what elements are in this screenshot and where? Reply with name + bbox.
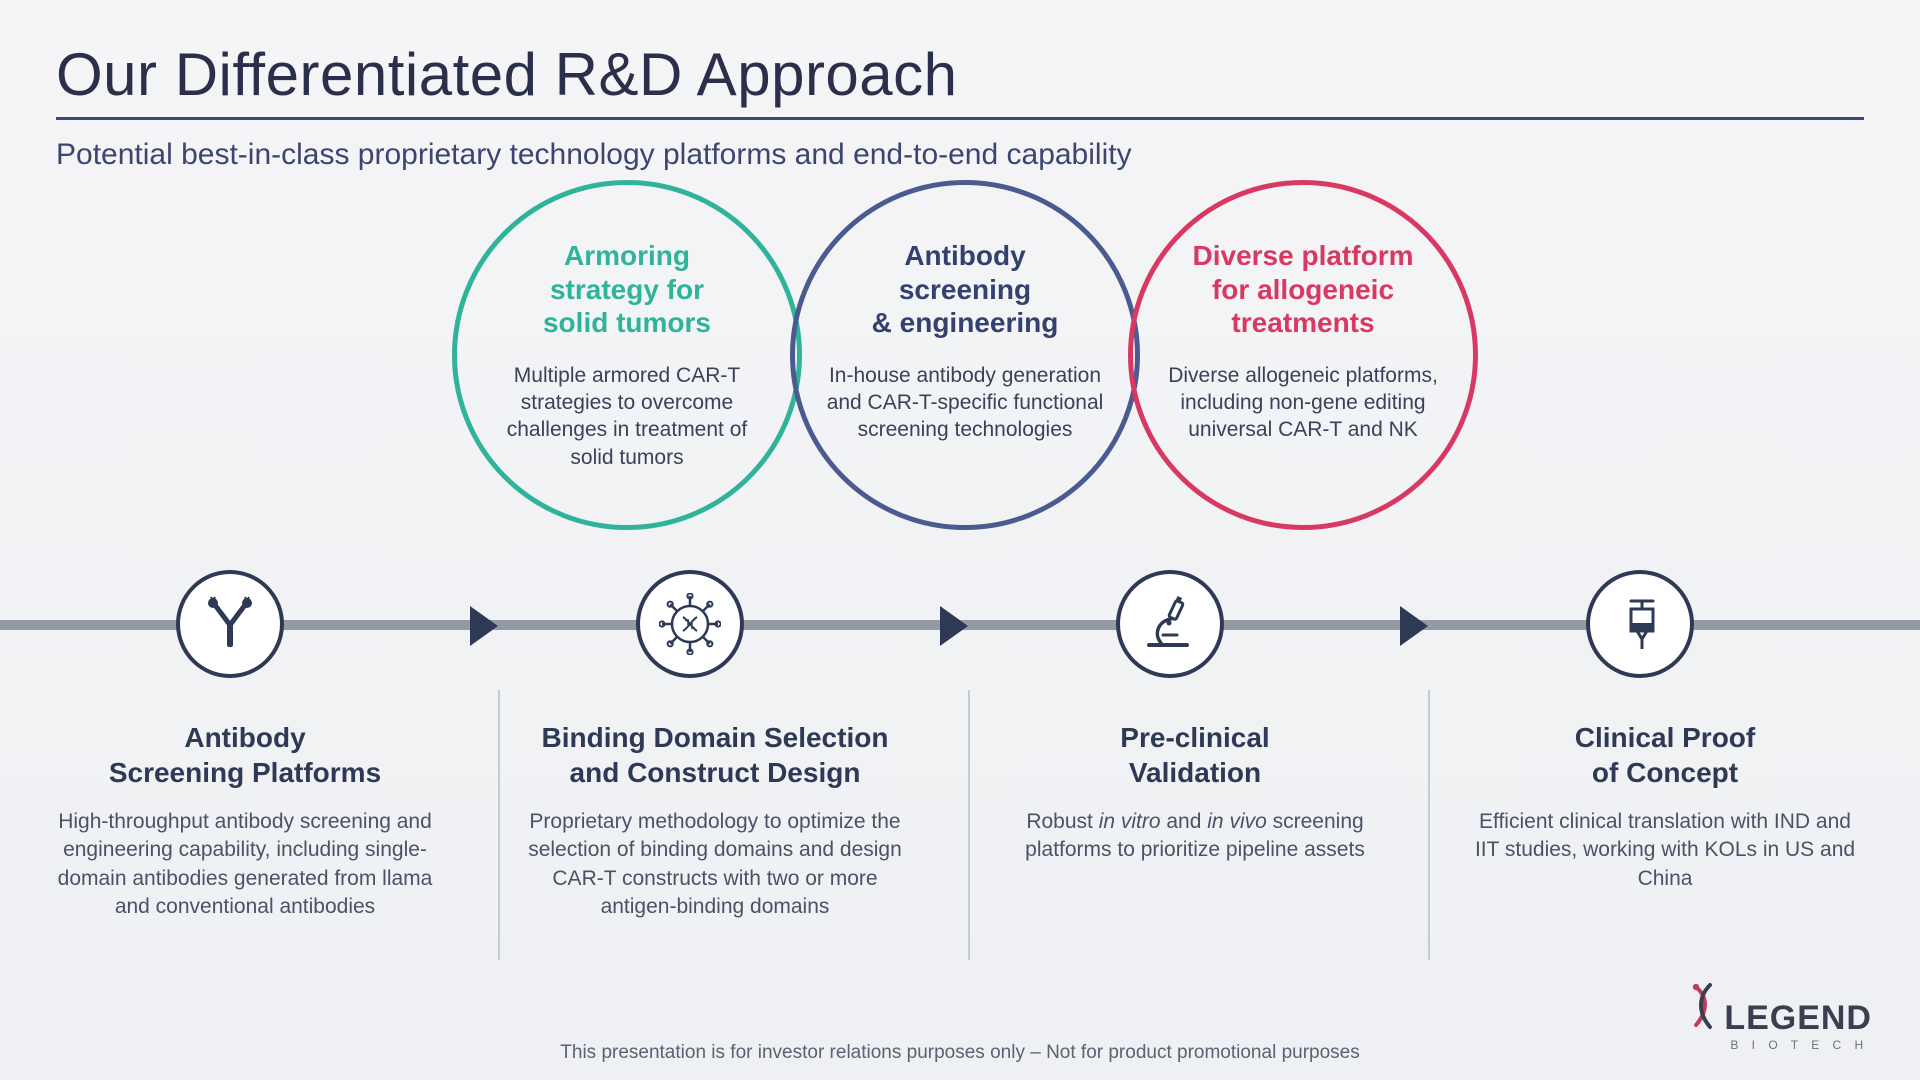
stage-block-1: Binding Domain Selectionand Construct De… (500, 720, 930, 921)
logo-subtext: B I O T E C H (1730, 1038, 1872, 1052)
stage-separator (968, 690, 970, 960)
feature-circle-body: Multiple armored CAR-T strategies to ove… (457, 362, 797, 471)
page-subtitle: Potential best-in-class proprietary tech… (56, 138, 1864, 172)
timeline-arrow-icon (1400, 606, 1428, 646)
feature-circle-body: Diverse allogeneic platforms, including … (1133, 362, 1473, 444)
construct-icon (636, 570, 744, 678)
feature-circle-title: Antibodyscreening& engineering (872, 239, 1059, 340)
stage-title: Pre-clinicalValidation (980, 720, 1410, 790)
stage-title: Binding Domain Selectionand Construct De… (500, 720, 930, 790)
feature-circle-title: Armoringstrategy forsolid tumors (543, 239, 711, 340)
slide-root: Our Differentiated R&D Approach Potentia… (0, 0, 1920, 1080)
logo-text: LEGEND (1724, 999, 1872, 1038)
stage-body: Robust in vitro and in vivo screening pl… (980, 808, 1410, 865)
infusion-icon (1586, 570, 1694, 678)
stage-title: AntibodyScreening Platforms (30, 720, 460, 790)
microscope-icon (1116, 570, 1224, 678)
feature-circles-row: Armoringstrategy forsolid tumors Multiple… (0, 180, 1920, 580)
stage-block-0: AntibodyScreening Platforms High-throughp… (30, 720, 460, 921)
company-logo: LEGEND B I O T E C H (1686, 981, 1872, 1052)
timeline-arrow-icon (940, 606, 968, 646)
stage-title: Clinical Proofof Concept (1450, 720, 1880, 790)
stage-block-3: Clinical Proofof Concept Efficient clinic… (1450, 720, 1880, 893)
page-title: Our Differentiated R&D Approach (56, 40, 1864, 109)
feature-circle-body: In-house antibody generation and CAR-T-s… (795, 362, 1135, 444)
stage-separator (1428, 690, 1430, 960)
antibody-icon (176, 570, 284, 678)
stage-separator (498, 690, 500, 960)
title-rule (56, 117, 1864, 120)
stage-body: Proprietary methodology to optimize the … (500, 808, 930, 921)
stage-body: Efficient clinical translation with IND … (1450, 808, 1880, 893)
feature-circle-1: Antibodyscreening& engineering In-house a… (790, 180, 1140, 530)
logo-mark-icon (1686, 981, 1720, 1029)
timeline-arrow-icon (470, 606, 498, 646)
feature-circle-2: Diverse platformfor allogeneictreatments… (1128, 180, 1478, 530)
stage-body: High-throughput antibody screening and e… (30, 808, 460, 921)
stage-block-2: Pre-clinicalValidation Robust in vitro an… (980, 720, 1410, 865)
feature-circle-title: Diverse platformfor allogeneictreatments (1193, 239, 1414, 340)
feature-circle-0: Armoringstrategy forsolid tumors Multiple… (452, 180, 802, 530)
footer-disclaimer: This presentation is for investor relati… (0, 1042, 1920, 1064)
